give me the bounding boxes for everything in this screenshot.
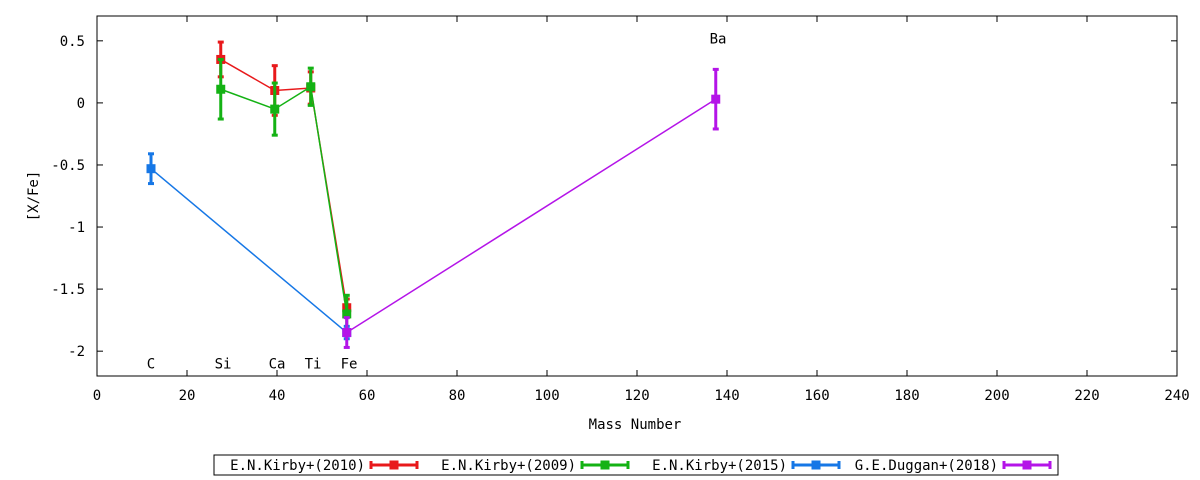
element-label: C — [147, 357, 155, 373]
x-tick-label: 160 — [804, 388, 829, 404]
x-tick-label: 200 — [984, 388, 1009, 404]
data-point — [342, 328, 352, 338]
series-layer — [146, 40, 721, 349]
legend-label: G.E.Duggan+(2018) — [855, 458, 998, 474]
x-tick-label: 40 — [269, 388, 286, 404]
series-2 — [216, 57, 352, 335]
series-line — [220, 85, 348, 315]
legend-marker — [1022, 460, 1032, 470]
legend-label: E.N.Kirby+(2010) — [230, 458, 365, 474]
element-label: Ca — [269, 357, 286, 373]
element-label: Ba — [710, 31, 727, 47]
x-tick-label: 60 — [359, 388, 376, 404]
legend-label: E.N.Kirby+(2009) — [441, 458, 576, 474]
x-tick-label: 20 — [179, 388, 196, 404]
data-point — [306, 82, 316, 92]
data-point — [146, 164, 156, 174]
axis-ticks: 0 20 40 60 80 100 120 140 160 180 200 220 240 0.5 0 -0.… — [51, 16, 1190, 404]
legend-label: E.N.Kirby+(2015) — [652, 458, 787, 474]
x-tick-label: 120 — [624, 388, 649, 404]
legend-box — [213, 454, 1059, 476]
element-label: Ti — [305, 357, 322, 373]
series-4 — [342, 67, 721, 349]
y-tick-label: -1 — [68, 220, 85, 236]
y-tick-label: -0.5 — [51, 158, 85, 174]
element-label: Si — [215, 357, 232, 373]
data-point — [216, 84, 226, 94]
x-tick-label: 0 — [93, 388, 101, 404]
plot-frame — [96, 15, 1178, 377]
x-tick-label: 240 — [1164, 388, 1189, 404]
series-3 — [146, 152, 352, 341]
legend-marker — [811, 460, 821, 470]
series-line — [150, 168, 348, 334]
legend-marker — [600, 460, 610, 470]
legend: E.N.Kirby+(2010) E.N.Kirby+(2009) E.N.Kirb… — [213, 454, 1059, 476]
element-label: Fe — [341, 357, 358, 373]
y-tick-label: -2 — [68, 344, 85, 360]
data-point — [342, 309, 352, 319]
x-tick-label: 180 — [894, 388, 919, 404]
data-point — [711, 94, 721, 104]
y-axis-label: [X/Fe] — [26, 171, 42, 222]
x-tick-label: 140 — [714, 388, 739, 404]
y-tick-label: 0 — [77, 96, 85, 112]
y-tick-label: 0.5 — [60, 34, 85, 50]
y-tick-label: -1.5 — [51, 282, 85, 298]
data-point — [270, 104, 280, 114]
legend-marker — [389, 460, 399, 470]
x-axis-label: Mass Number — [589, 417, 682, 433]
x-tick-label: 220 — [1074, 388, 1099, 404]
x-tick-label: 80 — [449, 388, 466, 404]
x-tick-label: 100 — [534, 388, 559, 404]
element-labels: C Si Ca Ti Fe Ba — [147, 31, 727, 372]
series-line — [346, 98, 717, 334]
series-1 — [216, 40, 352, 318]
